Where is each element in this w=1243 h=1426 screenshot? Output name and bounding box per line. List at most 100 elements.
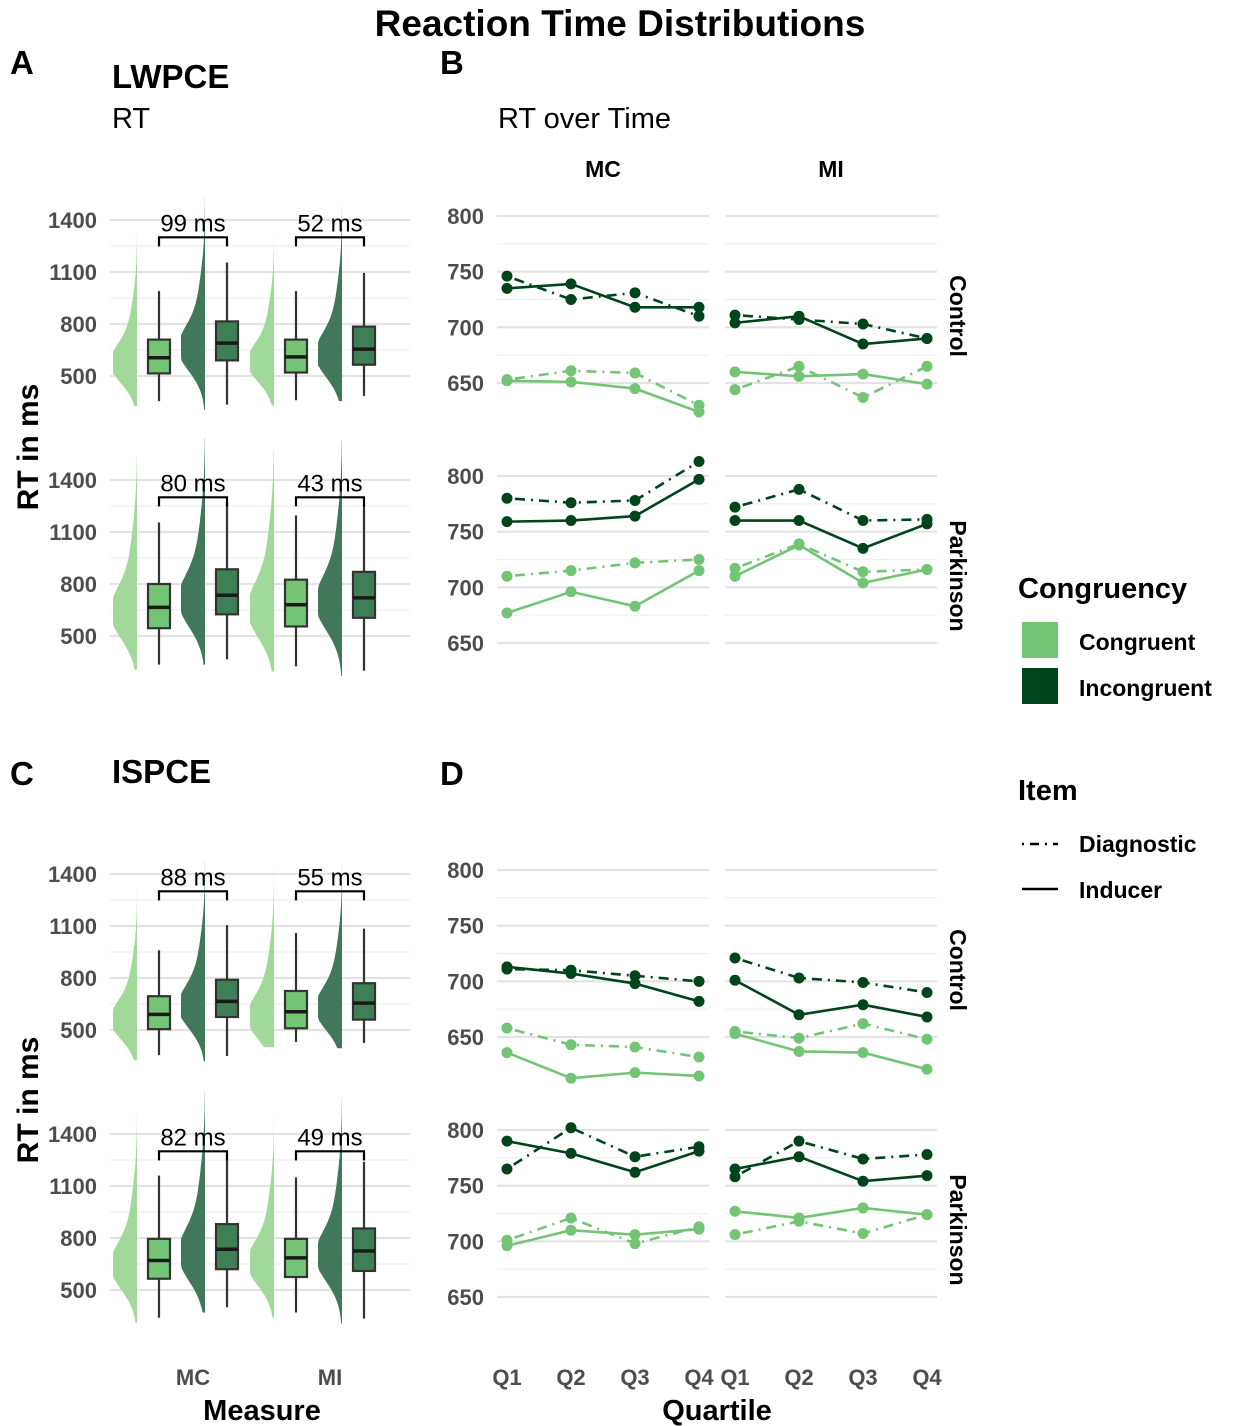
- data-point: [501, 516, 513, 528]
- legend-inducer-label: Inducer: [1079, 877, 1162, 903]
- ytick-label: 800: [447, 1118, 484, 1143]
- data-point: [857, 368, 869, 380]
- data-point: [921, 564, 933, 576]
- facet-row-control-b: Control: [945, 275, 971, 357]
- data-point: [857, 542, 869, 554]
- legend-diagnostic-label: Diagnostic: [1079, 831, 1197, 857]
- significance-bracket: [294, 236, 366, 247]
- significance-bracket: [157, 890, 229, 901]
- data-point: [921, 518, 933, 530]
- series-line-congruent-inducer: [734, 1032, 928, 1071]
- data-point: [629, 600, 641, 612]
- data-point: [793, 310, 805, 322]
- data-point: [793, 1009, 805, 1021]
- panel-a-title: LWPCE: [112, 58, 229, 95]
- data-point: [793, 1032, 805, 1044]
- xlabel-measure: Measure: [203, 1395, 321, 1426]
- data-point: [629, 978, 641, 990]
- data-point: [857, 999, 869, 1011]
- xtick-quartile: Q3: [848, 1365, 877, 1390]
- series-line-congruent-inducer: [506, 1051, 700, 1080]
- data-point: [693, 456, 705, 468]
- xtick-quartile: Q1: [720, 1365, 749, 1390]
- incongruent-box: [351, 325, 377, 366]
- ytick-label: 650: [447, 1285, 484, 1310]
- difference-label: 43 ms: [297, 470, 362, 497]
- data-point: [565, 365, 577, 377]
- ytick-label: 1100: [49, 520, 97, 545]
- legend-congruent-label: Congruent: [1079, 629, 1196, 655]
- data-point: [729, 317, 741, 329]
- data-point: [793, 1045, 805, 1057]
- ytick-label: 1400: [48, 208, 97, 233]
- data-point: [693, 1145, 705, 1157]
- xtick-mi: MI: [318, 1365, 342, 1390]
- data-point: [729, 562, 741, 574]
- facet-row-control-d: Control: [945, 929, 971, 1011]
- series-line-incongruent-diagnostic: [734, 1139, 928, 1178]
- data-point: [693, 995, 705, 1007]
- data-point: [565, 1122, 577, 1134]
- data-point: [693, 1051, 705, 1063]
- data-point: [857, 976, 869, 988]
- data-point: [857, 318, 869, 330]
- data-point: [629, 367, 641, 379]
- data-point: [629, 1151, 641, 1163]
- data-point: [565, 294, 577, 305]
- legend-incongruent-label: Incongruent: [1079, 675, 1212, 701]
- data-point: [921, 1011, 933, 1023]
- ytick-label: 650: [447, 1025, 484, 1050]
- data-point: [857, 1228, 869, 1240]
- data-point: [629, 557, 641, 569]
- incongruent-violin: [181, 1091, 205, 1313]
- ylabel-a: RT in ms: [12, 384, 45, 511]
- data-point: [793, 360, 805, 372]
- ytick-label: 500: [60, 1278, 97, 1303]
- data-point: [501, 492, 513, 504]
- series-line-incongruent-inducer: [735, 519, 928, 550]
- data-point: [729, 1163, 741, 1175]
- data-point: [793, 1212, 805, 1224]
- series-line-congruent-inducer: [506, 379, 700, 414]
- series-line-incongruent-diagnostic: [506, 274, 700, 318]
- data-point: [565, 515, 577, 527]
- significance-bracket: [294, 496, 366, 507]
- data-point: [629, 1238, 641, 1250]
- data-point: [629, 494, 641, 506]
- incongruent-violin: [318, 1095, 342, 1324]
- series-line-incongruent-inducer: [734, 979, 928, 1019]
- series-line-incongruent-inducer: [506, 282, 699, 309]
- series-line-incongruent-diagnostic: [734, 313, 928, 340]
- data-point: [629, 1229, 641, 1241]
- ytick-label: 700: [447, 969, 484, 994]
- ytick-label: 750: [447, 520, 484, 545]
- ytick-label: 700: [447, 575, 484, 600]
- incongruent-violin: [318, 862, 342, 1049]
- data-point: [793, 1151, 805, 1163]
- ytick-label: 650: [447, 631, 484, 656]
- data-point: [629, 383, 641, 395]
- data-point: [857, 1175, 869, 1187]
- legend-congruent-swatch: [1022, 622, 1058, 658]
- data-point: [729, 1229, 741, 1241]
- data-point: [921, 1209, 933, 1221]
- xtick-quartile: Q2: [556, 1365, 585, 1390]
- data-point: [629, 510, 641, 522]
- ytick-label: 1400: [48, 1122, 97, 1147]
- data-point: [693, 473, 705, 485]
- series-line-incongruent-inducer: [734, 1155, 928, 1183]
- xtick-mc: MC: [176, 1365, 210, 1390]
- plot-area: 500 800 1100 1400 500 800 1100 1400 99 ms 52 ms 80…: [48, 196, 942, 1390]
- data-point: [793, 1135, 805, 1147]
- series-line-incongruent-diagnostic: [734, 956, 928, 994]
- significance-bracket: [294, 1150, 366, 1161]
- data-point: [565, 968, 577, 980]
- congruent-violin: [250, 225, 274, 406]
- series-line-congruent-diagnostic: [506, 369, 700, 407]
- series-line-congruent-diagnostic: [734, 1213, 928, 1236]
- data-point: [629, 287, 641, 299]
- ytick-label: 750: [447, 260, 484, 285]
- panel-letter-c: C: [10, 755, 34, 792]
- data-point: [693, 554, 705, 565]
